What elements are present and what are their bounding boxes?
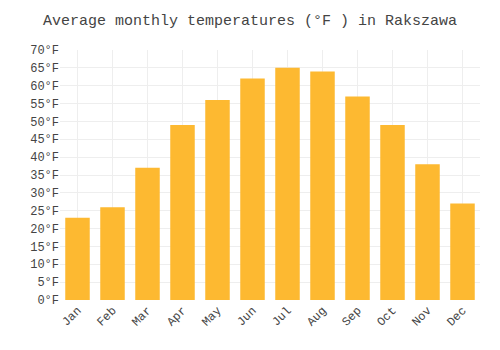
svg-text:Aug: Aug (304, 304, 329, 329)
svg-text:0°F: 0°F (37, 294, 59, 308)
svg-text:35°F: 35°F (30, 169, 59, 183)
svg-text:60°F: 60°F (30, 80, 59, 94)
svg-text:40°F: 40°F (30, 151, 59, 165)
svg-text:Nov: Nov (409, 304, 434, 329)
svg-text:Sep: Sep (339, 304, 364, 329)
svg-text:May: May (199, 304, 224, 329)
svg-text:20°F: 20°F (30, 223, 59, 237)
svg-text:Jun: Jun (234, 304, 259, 329)
svg-text:10°F: 10°F (30, 258, 59, 272)
svg-text:Mar: Mar (129, 304, 154, 329)
svg-text:70°F: 70°F (30, 44, 59, 58)
svg-text:Dec: Dec (444, 304, 469, 329)
svg-text:Jan: Jan (59, 304, 84, 329)
svg-text:25°F: 25°F (30, 205, 59, 219)
svg-text:45°F: 45°F (30, 133, 59, 147)
svg-text:50°F: 50°F (30, 116, 59, 130)
svg-text:Oct: Oct (374, 304, 399, 329)
svg-text:55°F: 55°F (30, 98, 59, 112)
svg-text:65°F: 65°F (30, 62, 59, 76)
svg-text:Apr: Apr (164, 304, 189, 329)
svg-text:15°F: 15°F (30, 241, 59, 255)
svg-text:Feb: Feb (94, 304, 119, 329)
svg-text:Jul: Jul (269, 304, 294, 329)
svg-text:30°F: 30°F (30, 187, 59, 201)
svg-text:5°F: 5°F (37, 276, 59, 290)
svg-text:Average monthly temperatures (: Average monthly temperatures (°F ) in Ra… (43, 13, 457, 30)
